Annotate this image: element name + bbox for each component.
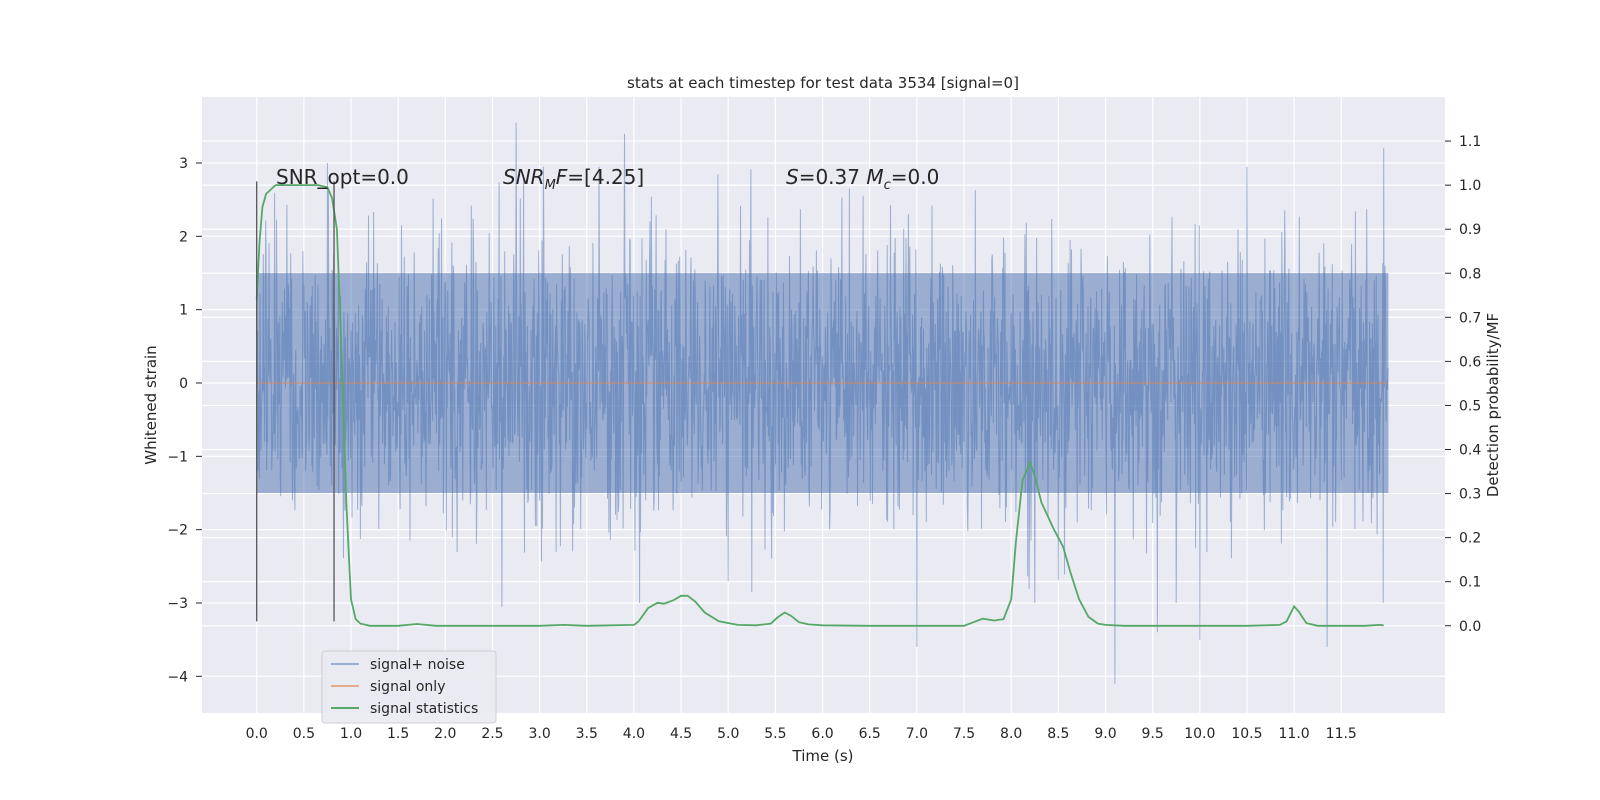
series-signal-noise — [256, 122, 1389, 684]
x-tick-label: 9.0 — [1094, 726, 1116, 742]
y-right-tick-label: 1.0 — [1459, 178, 1481, 194]
legend-box — [321, 650, 497, 724]
y-right-tick-label: 1.1 — [1459, 134, 1481, 150]
x-tick-label: 4.5 — [670, 726, 692, 742]
x-tick-label: 11.5 — [1326, 726, 1357, 742]
chart-title: stats at each timestep for test data 353… — [627, 74, 1019, 92]
y-right-tick-label: 0.9 — [1459, 222, 1481, 238]
x-tick-label: 10.5 — [1231, 726, 1262, 742]
annotation-snr-mf: SNRMF=[4.25] — [503, 165, 644, 193]
y-tick-label: −2 — [167, 523, 188, 539]
x-tick-label: 3.0 — [528, 726, 550, 742]
x-tick-label: 8.0 — [1000, 726, 1022, 742]
y-tick-label: 1 — [179, 303, 188, 319]
y-right-tick-label: 0.2 — [1459, 531, 1481, 547]
y-tick-label: 0 — [179, 376, 188, 392]
y-right-tick-label: 0.1 — [1459, 575, 1481, 591]
vertical-markers — [256, 181, 335, 622]
series-signal-statistics — [255, 184, 1384, 627]
legend-label-signal-statistics: signal statistics — [370, 701, 478, 717]
legend: signal+ noise signal only signal statist… — [321, 650, 497, 724]
y-tick-label: −3 — [167, 596, 188, 612]
x-tick-label: 6.5 — [859, 726, 881, 742]
y-right-tick-label: 0.8 — [1459, 266, 1481, 282]
x-tick-label: 3.5 — [576, 726, 598, 742]
x-tick-label: 7.5 — [953, 726, 975, 742]
annotation-s-mc: S=0.37 Mc=0.0 — [786, 165, 939, 193]
y-right-tick-labels: 1.1 1.0 0.9 0.8 0.7 0.6 0.5 0.4 0.3 0.2 0.1 0.0 — [1445, 134, 1481, 635]
x-tick-label: 11.0 — [1279, 726, 1310, 742]
x-tick-labels: 0.0 0.5 1.0 1.5 2.0 2.5 3.0 3.5 4.0 4.5 5.0 5.5 6.0 6… — [246, 726, 1357, 742]
y-tick-label: −4 — [167, 669, 188, 685]
x-tick-label: 10.0 — [1184, 726, 1215, 742]
y-right-axis-label: Detection probability/MF — [1484, 313, 1502, 497]
annotations: SNR_opt=0.0 SNRMF=[4.25] S=0.37 Mc=0.0 — [276, 165, 939, 193]
x-tick-label: 9.5 — [1142, 726, 1164, 742]
x-tick-label: 4.0 — [623, 726, 645, 742]
x-tick-label: 0.5 — [293, 726, 315, 742]
x-tick-label: 1.5 — [387, 726, 409, 742]
x-tick-label: 2.0 — [434, 726, 456, 742]
y-right-tick-label: 0.4 — [1459, 443, 1481, 459]
y-right-tick-label: 0.5 — [1459, 398, 1481, 414]
x-tick-label: 7.0 — [906, 726, 928, 742]
x-tick-label: 5.0 — [717, 726, 739, 742]
y-right-tick-label: 0.6 — [1459, 354, 1481, 370]
x-tick-label: 1.0 — [340, 726, 362, 742]
y-tick-label: 3 — [179, 156, 188, 172]
x-tick-label: 6.0 — [811, 726, 833, 742]
annotation-snr-opt: SNR_opt=0.0 — [276, 165, 409, 189]
x-tick-label: 5.5 — [764, 726, 786, 742]
y-right-tick-label: 0.3 — [1459, 487, 1481, 503]
series-layer — [255, 122, 1389, 684]
y-right-tick-label: 0.7 — [1459, 310, 1481, 326]
y-tick-labels: 3 2 1 0 −1 −2 −3 −4 — [167, 156, 202, 685]
y-tick-label: 2 — [179, 229, 188, 245]
x-tick-label: 0.0 — [246, 726, 268, 742]
legend-label-signal-noise: signal+ noise — [370, 657, 465, 673]
y-axis-label: Whitened strain — [142, 345, 160, 464]
x-tick-label: 2.5 — [481, 726, 503, 742]
x-axis-label: Time (s) — [792, 747, 854, 765]
y-right-tick-label: 0.0 — [1459, 619, 1481, 635]
legend-label-signal-only: signal only — [370, 679, 445, 695]
y-tick-label: −1 — [167, 449, 188, 465]
x-tick-label: 8.5 — [1047, 726, 1069, 742]
